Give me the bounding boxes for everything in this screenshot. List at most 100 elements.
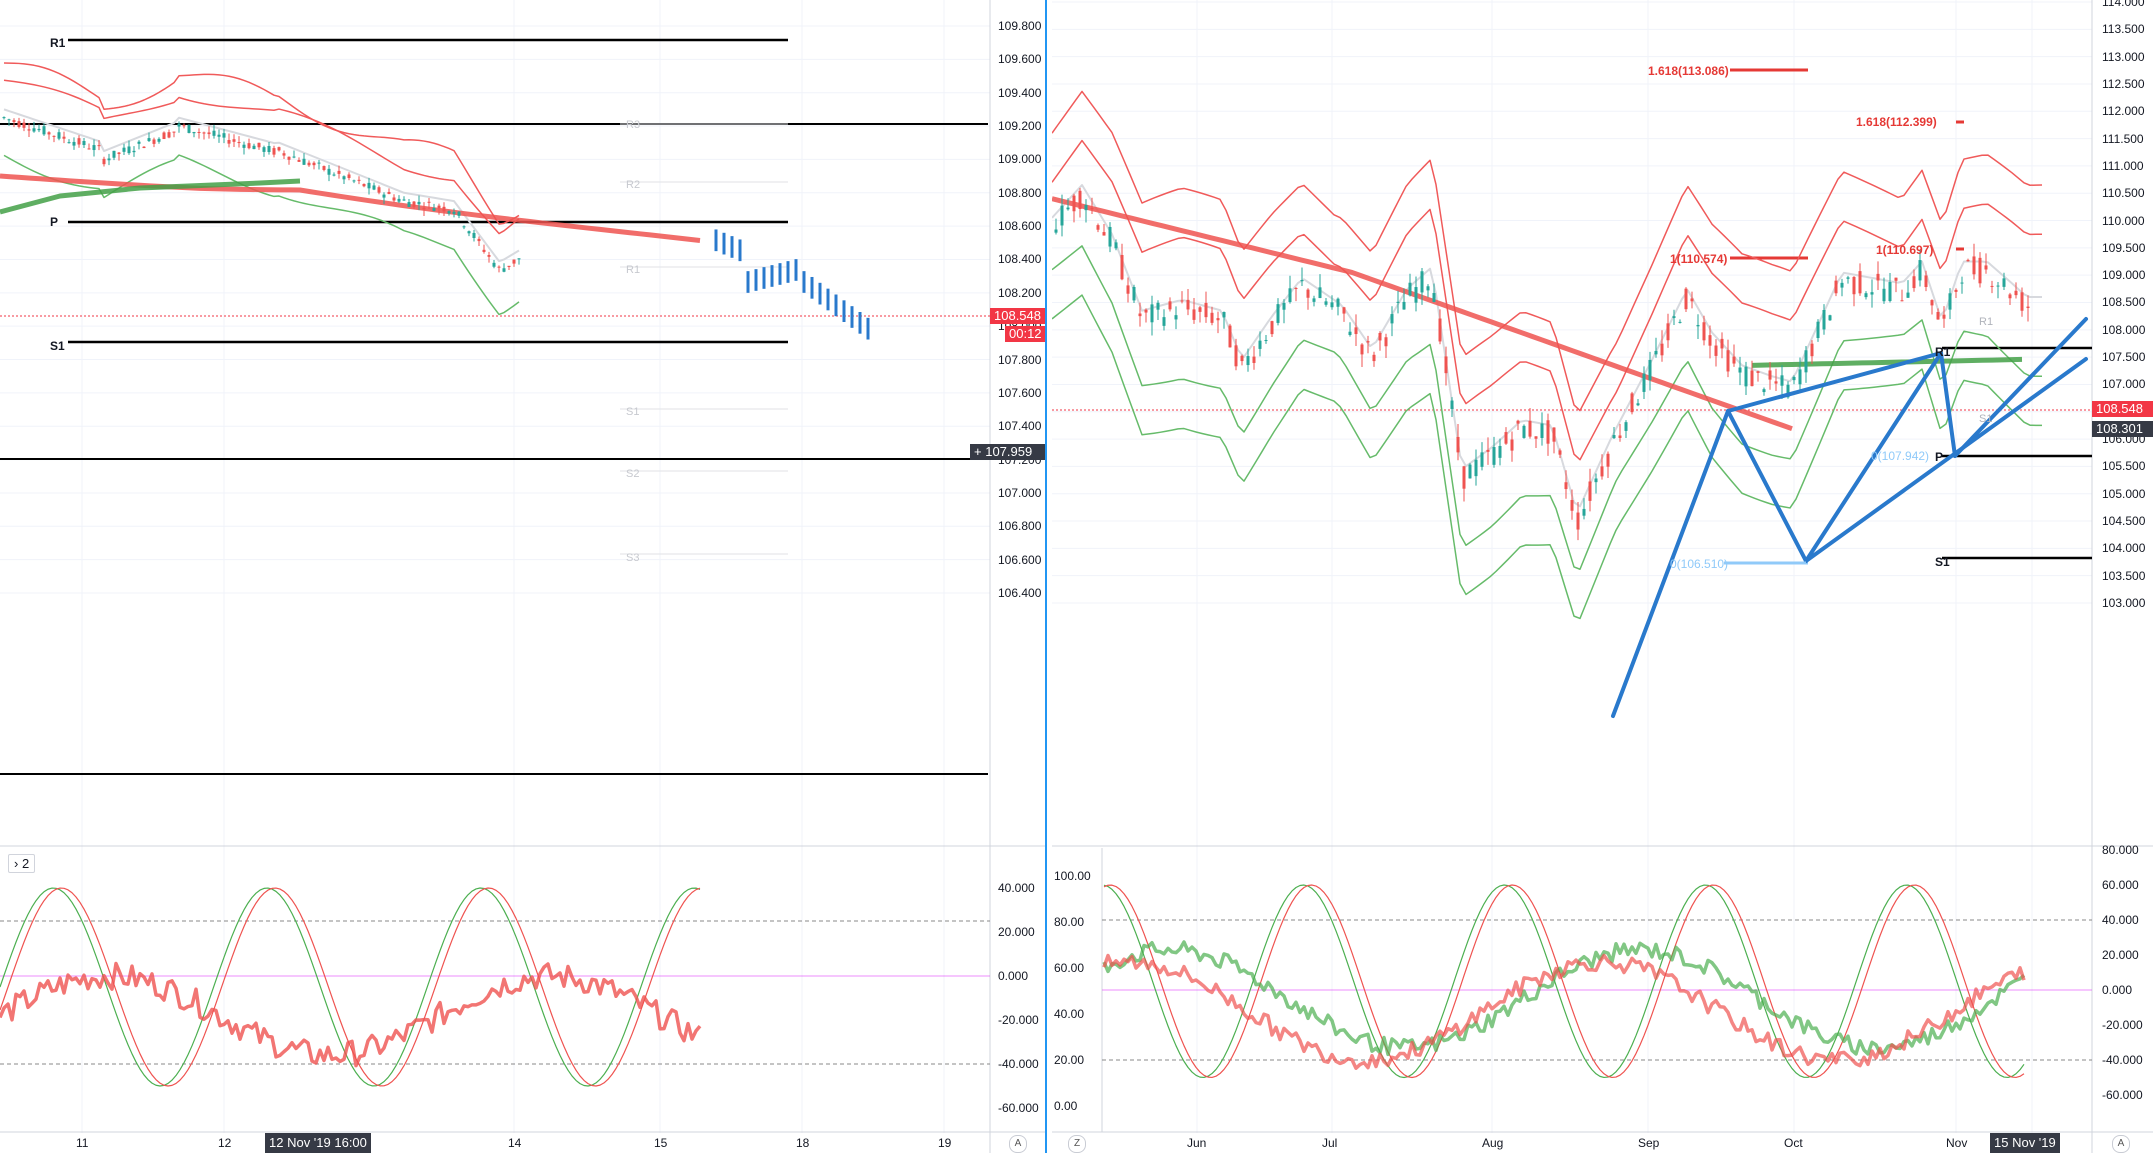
crosshair-plus-icon[interactable]: + bbox=[974, 444, 986, 459]
candle-body bbox=[1114, 242, 1118, 249]
candle-body bbox=[282, 153, 286, 156]
left-axis-auto-button[interactable]: A bbox=[1009, 1135, 1027, 1153]
right-time-cursor-label: 15 Nov '19 bbox=[1990, 1133, 2060, 1153]
candle-body bbox=[1228, 325, 1232, 348]
right-indicator-left-axis[interactable]: 100.00 80.00 60.00 40.00 20.00 0.00 bbox=[1052, 848, 1102, 1128]
candle-body bbox=[1438, 318, 1442, 342]
bollinger-upper-outer-line bbox=[1052, 90, 2043, 412]
candle-body bbox=[512, 259, 516, 264]
stochastic-d-line bbox=[0, 887, 701, 1087]
candle-body bbox=[1894, 277, 1898, 281]
candle-body bbox=[392, 197, 396, 201]
candle-body bbox=[202, 132, 206, 134]
candle-body bbox=[257, 142, 261, 148]
candle-body bbox=[312, 162, 316, 166]
candle-body bbox=[332, 174, 336, 176]
price-axis-label: 103.500 bbox=[2102, 568, 2146, 583]
indicator-legend-toggle[interactable]: › 2 bbox=[8, 854, 36, 873]
left-chart-pane[interactable]: 109.800 109.600 109.400 109.200 109.000 108.8… bbox=[0, 0, 1045, 1153]
candle-body bbox=[1354, 327, 1358, 335]
candle-body bbox=[277, 147, 281, 151]
indicator-axis-label: 80.00 bbox=[1054, 915, 1085, 929]
price-axis-label: 106.400 bbox=[998, 586, 1042, 600]
stochastic-k-line bbox=[1103, 884, 2025, 1079]
candle-body bbox=[1528, 420, 1532, 437]
candle-body bbox=[1762, 389, 1766, 393]
candle-body bbox=[1384, 337, 1388, 347]
candle-body bbox=[1390, 314, 1394, 324]
candle-body bbox=[117, 152, 121, 154]
right-pivot-p-label: P bbox=[1935, 450, 1944, 464]
candle-body bbox=[207, 132, 211, 135]
candle-body bbox=[492, 262, 496, 267]
candle-body bbox=[22, 122, 26, 128]
candle-body bbox=[82, 141, 86, 146]
candle-body bbox=[222, 133, 226, 138]
indicator-axis-label: -40.000 bbox=[998, 1057, 1039, 1071]
candle-body bbox=[1696, 324, 1700, 327]
left-indicator-axis[interactable]: 40.000 20.000 0.000 -20.000 -40.000 -60.000 bbox=[990, 848, 1045, 1128]
candle-body bbox=[2020, 292, 2024, 311]
candle-body bbox=[102, 158, 106, 165]
left-faint-r3-label: R3 bbox=[626, 119, 641, 131]
price-axis-label: 105.000 bbox=[2102, 486, 2146, 501]
candle-body bbox=[1552, 427, 1556, 442]
candle-body bbox=[1594, 478, 1598, 483]
price-axis-label: 113.500 bbox=[2102, 22, 2145, 37]
candle-body bbox=[1624, 422, 1628, 431]
candle-body bbox=[1504, 432, 1508, 444]
candle-body bbox=[147, 138, 151, 142]
candle-body bbox=[1414, 287, 1418, 303]
pane-divider[interactable] bbox=[1045, 0, 1052, 1153]
candle-body bbox=[1330, 302, 1334, 308]
candle-body bbox=[1756, 371, 1760, 373]
right-chart-pane[interactable]: 114.000 113.500 113.000 112.500 112.000 111.5… bbox=[1052, 0, 2153, 1153]
right-current-price-tag: 108.548 bbox=[2092, 401, 2153, 417]
candle-body bbox=[1906, 292, 1910, 298]
right-zoom-button[interactable]: Z bbox=[1068, 1135, 1086, 1153]
candle-body bbox=[507, 265, 511, 267]
right-indicator-right-axis[interactable]: 80.000 60.000 40.000 20.000 0.000 -20.000 -40.… bbox=[2092, 843, 2153, 1128]
candle-body bbox=[152, 139, 156, 144]
price-axis-label: 110.500 bbox=[2102, 186, 2145, 201]
left-chart-canvas[interactable] bbox=[0, 0, 1045, 1153]
price-axis-label: 104.000 bbox=[2102, 541, 2146, 556]
candle-body bbox=[1732, 356, 1736, 364]
candle-body bbox=[1924, 275, 1928, 288]
right-axis-auto-button[interactable]: A bbox=[2112, 1135, 2130, 1153]
candle-body bbox=[1936, 311, 1940, 320]
momentum-red-line bbox=[1102, 953, 2026, 1070]
candle-body bbox=[47, 132, 51, 135]
candle-body bbox=[422, 207, 426, 210]
price-axis-label: 108.000 bbox=[2102, 322, 2146, 337]
candle-body bbox=[1498, 445, 1502, 458]
candle-body bbox=[1396, 301, 1400, 303]
candle-body bbox=[1300, 280, 1304, 282]
candle-body bbox=[217, 134, 221, 137]
candle-body bbox=[1108, 226, 1112, 247]
price-axis-label: 110.000 bbox=[2102, 213, 2145, 228]
candle-body bbox=[1234, 345, 1238, 367]
price-axis-label: 106.800 bbox=[998, 519, 1042, 534]
candle-body bbox=[367, 182, 371, 189]
right-chart-canvas[interactable] bbox=[1052, 0, 2153, 1153]
candle-body bbox=[272, 148, 276, 155]
candle-body bbox=[1798, 369, 1802, 385]
candle-body bbox=[1282, 302, 1286, 310]
pattern-trendline bbox=[1726, 351, 1943, 413]
left-time-axis[interactable]: 11 12 14 15 18 19 bbox=[0, 1133, 990, 1153]
fib-label-1618-a: 1.618(113.086) bbox=[1648, 64, 1729, 78]
candle-body bbox=[467, 231, 471, 234]
left-price-axis[interactable]: 109.800 109.600 109.400 109.200 109.000 108.8… bbox=[990, 0, 1045, 845]
bollinger-mid-line bbox=[3, 108, 520, 263]
candle-body bbox=[1810, 343, 1814, 357]
right-time-axis[interactable]: JunJulAugSepOctNov25 bbox=[1052, 1133, 2092, 1153]
time-axis-label: 14 bbox=[508, 1136, 522, 1150]
fib-label-0-b: 0(106.510) bbox=[1670, 557, 1729, 571]
candle-body bbox=[1822, 309, 1826, 330]
candle-body bbox=[127, 146, 131, 154]
candle-body bbox=[1426, 286, 1430, 291]
candle-body bbox=[377, 187, 381, 193]
candle-body bbox=[1546, 420, 1550, 444]
candle-body bbox=[1192, 309, 1196, 320]
